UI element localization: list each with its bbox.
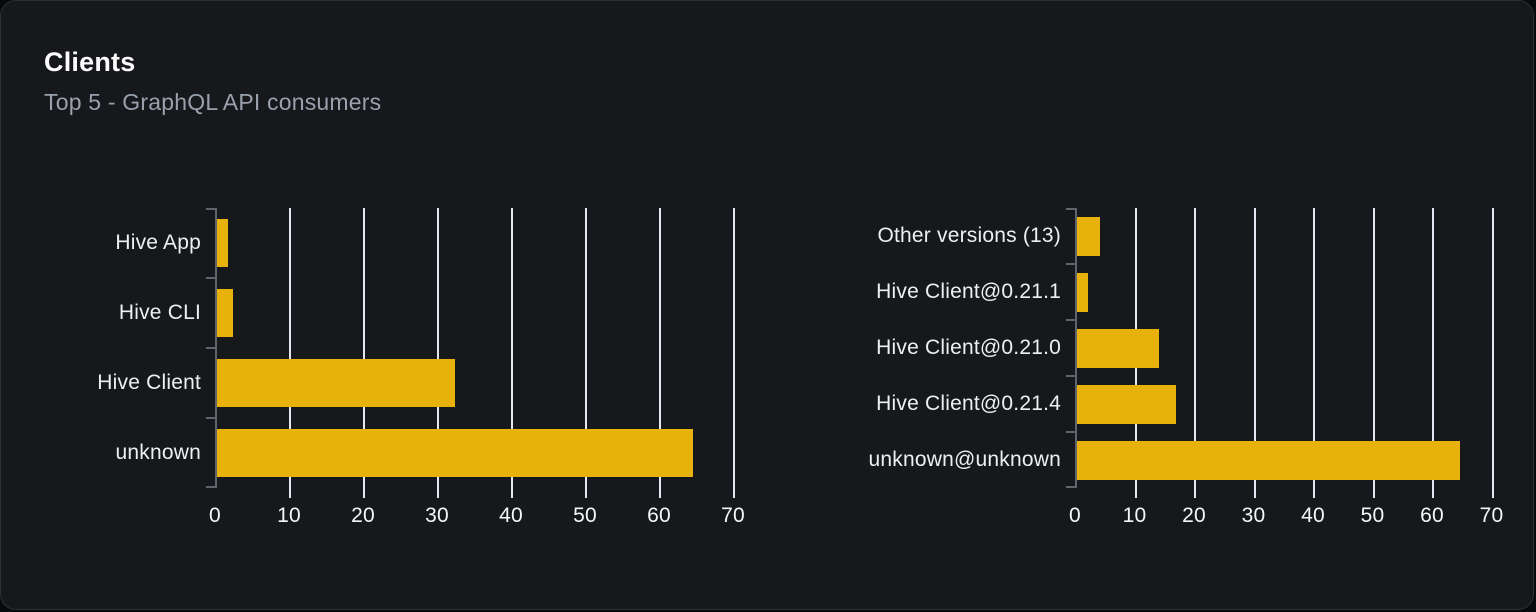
x-tick-label: 60 xyxy=(647,504,671,527)
grid-line xyxy=(437,208,439,498)
bar-unknown-unknown xyxy=(1077,440,1461,480)
x-tick-label: 0 xyxy=(1069,504,1081,527)
x-tick-label: 60 xyxy=(1420,504,1444,527)
y-axis-tick xyxy=(206,417,215,419)
y-axis-tick xyxy=(206,277,215,279)
x-tick-label: 70 xyxy=(721,504,745,527)
grid-line xyxy=(1313,208,1315,498)
x-tick-label: 20 xyxy=(351,504,375,527)
category-label: unknown xyxy=(115,441,201,464)
bar-hive-client-0-21-1 xyxy=(1077,272,1088,312)
clients-by-name-chart: Hive App Hive CLI Hive Client unknown 0 10 20 3… xyxy=(80,208,745,527)
card-subtitle: Top 5 - GraphQL API consumers xyxy=(44,89,382,115)
bar-hive-client-0-21-0 xyxy=(1077,328,1159,368)
grid-line xyxy=(733,208,735,498)
y-axis-line xyxy=(1075,208,1077,488)
y-axis-tick xyxy=(206,486,215,488)
grid-line xyxy=(659,208,661,498)
y-axis-tick xyxy=(1066,486,1075,488)
category-label: Hive Client xyxy=(97,371,201,394)
y-axis-tick xyxy=(1066,431,1075,433)
bar-other-versions-13- xyxy=(1077,216,1101,256)
category-label: Hive Client@0.21.1 xyxy=(876,280,1061,303)
grid-line xyxy=(1432,208,1434,498)
category-labels: Hive App Hive CLI Hive Client unknown xyxy=(80,208,201,488)
bar-unknown xyxy=(217,429,693,477)
clients-by-version-chart: Other versions (13) Hive Client@0.21.1 Hiv… xyxy=(841,208,1504,527)
category-label: unknown@unknown xyxy=(868,448,1061,471)
category-label: Hive CLI xyxy=(118,301,201,324)
plot-area xyxy=(1066,208,1504,498)
plot-area xyxy=(206,208,743,498)
x-tick-label: 10 xyxy=(277,504,301,527)
card-header: Clients Top 5 - GraphQL API consumers xyxy=(44,47,381,116)
category-labels: Other versions (13) Hive Client@0.21.1 Hiv… xyxy=(841,208,1061,488)
grid-line xyxy=(1491,208,1494,498)
bar-hive-cli xyxy=(217,289,233,337)
y-axis-tick xyxy=(1066,208,1075,210)
y-axis-tick xyxy=(206,208,215,210)
y-axis-tick xyxy=(1066,319,1075,321)
x-tick-label: 50 xyxy=(573,504,597,527)
y-axis-tick xyxy=(1066,263,1075,265)
grid-line xyxy=(585,208,587,498)
category-label: Other versions (13) xyxy=(877,224,1061,247)
grid-line xyxy=(511,208,513,498)
card-title: Clients xyxy=(44,47,136,77)
category-label: Hive Client@0.21.4 xyxy=(876,392,1061,415)
x-tick-label: 20 xyxy=(1182,504,1206,527)
x-tick-label: 10 xyxy=(1122,504,1147,527)
y-axis-line xyxy=(215,208,217,488)
x-tick-label: 0 xyxy=(209,504,221,527)
grid-line xyxy=(289,208,291,498)
bar-hive-app xyxy=(217,219,229,267)
x-tick-label: 30 xyxy=(425,504,449,527)
category-label: Hive Client@0.21.0 xyxy=(876,336,1061,359)
x-tick-label: 40 xyxy=(1301,504,1325,527)
x-tick-label: 30 xyxy=(1241,504,1266,527)
x-tick-label: 70 xyxy=(1479,504,1504,527)
x-tick-label: 40 xyxy=(499,504,523,527)
grid-line xyxy=(1372,208,1375,498)
category-label: Hive App xyxy=(115,231,201,254)
y-axis-tick xyxy=(1066,375,1075,377)
grid-line xyxy=(363,208,365,498)
bar-hive-client-0-21-4 xyxy=(1077,384,1176,424)
grid-line xyxy=(1194,208,1196,498)
y-axis-tick xyxy=(206,347,215,349)
x-tick-label: 50 xyxy=(1360,504,1385,527)
bar-hive-client xyxy=(217,359,455,407)
grid-line xyxy=(1253,208,1256,498)
